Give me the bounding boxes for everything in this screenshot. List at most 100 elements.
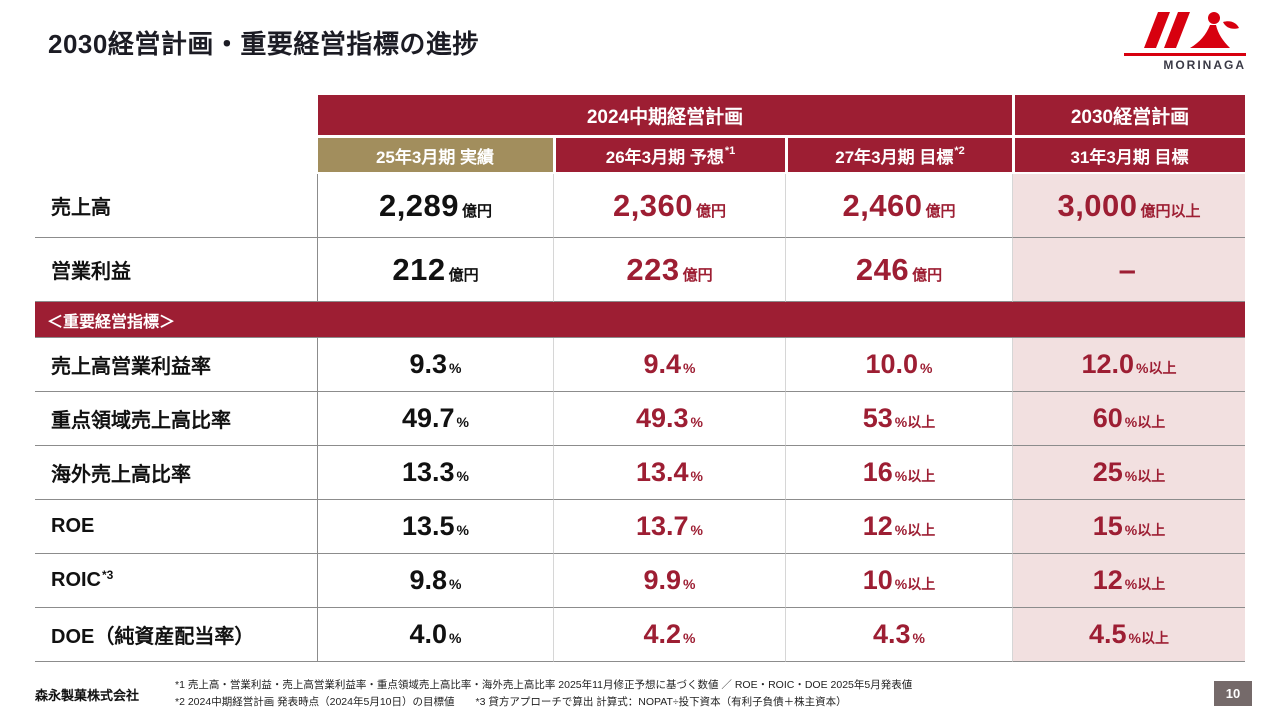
- cell-net-sales-fy31: 3,000 億円以上: [1012, 174, 1245, 238]
- unit: %: [456, 468, 469, 484]
- value: 60: [1092, 403, 1123, 433]
- group-header-2030-plan: 2030経営計画: [1012, 95, 1245, 135]
- cell-overseas-ratio-fy31: 25 %以上: [1012, 446, 1245, 500]
- page-number: 10: [1214, 681, 1252, 706]
- cell-roic-fy25: 9.8%: [318, 554, 553, 608]
- kpi-table: 2024中期経営計画 2030経営計画 25年3月期 実績 26年3月期 予想 *…: [35, 95, 1245, 662]
- value: 12: [1092, 565, 1123, 595]
- unit: %: [449, 360, 462, 376]
- row-label-roic: ROIC *3: [35, 554, 318, 608]
- value: 12.0: [1081, 349, 1135, 379]
- column-header-label: 27年3月期 目標: [835, 147, 954, 167]
- cell-overseas-ratio-fy25: 13.3%: [318, 446, 553, 500]
- unit: %以上: [894, 468, 936, 484]
- unit: 億円: [925, 202, 956, 220]
- value: 9.8: [409, 565, 448, 595]
- unit: %以上: [894, 522, 936, 538]
- unit: %以上: [894, 576, 936, 592]
- unit: %以上: [1128, 630, 1169, 646]
- cell-operating-profit-fy26: 223 億円: [553, 238, 785, 302]
- row-label-overseas-sales-ratio: 海外売上高比率: [35, 446, 318, 500]
- row-label-footref: *3: [102, 567, 114, 582]
- morinaga-logo: MORINAGA: [1096, 8, 1246, 72]
- footnote-line-2: *2 2024中期経営計画 発表時点（2024年5月10日）の目標値 *3 貸方…: [175, 695, 847, 708]
- value: –: [1118, 251, 1137, 287]
- cell-doe-fy27: 4.3%: [785, 608, 1012, 662]
- column-header-label: 31年3月期 目標: [1070, 147, 1189, 167]
- cell-overseas-ratio-fy26: 13.4%: [553, 446, 785, 500]
- value: 49.3: [635, 403, 689, 433]
- value: 4.2: [643, 619, 682, 649]
- unit: %: [683, 630, 696, 646]
- cell-focus-ratio-fy26: 49.3%: [553, 392, 785, 446]
- unit: 億円以上: [1140, 202, 1201, 220]
- logo-wordmark: MORINAGA: [1163, 58, 1246, 72]
- value: 16: [862, 457, 893, 487]
- column-header-fy25-actual: 25年3月期 実績: [318, 138, 553, 172]
- row-label-text: ROIC: [51, 569, 101, 591]
- footnote-line-1: *1 売上高・営業利益・売上高営業利益率・重点領域売上高比率・海外売上高比率 2…: [175, 679, 913, 692]
- value: 246: [855, 251, 910, 287]
- value: 2,460: [842, 187, 923, 223]
- value: 15: [1092, 511, 1123, 541]
- unit: 億円: [912, 266, 943, 284]
- cell-roe-fy31: 15 %以上: [1012, 500, 1245, 554]
- unit: %: [449, 630, 462, 646]
- row-label-doe: DOE（純資産配当率）: [35, 608, 318, 662]
- cell-op-margin-fy27: 10.0%: [785, 338, 1012, 392]
- cell-doe-fy31: 4.5 %以上: [1012, 608, 1245, 662]
- cell-roe-fy26: 13.7%: [553, 500, 785, 554]
- cell-op-margin-fy25: 9.3%: [318, 338, 553, 392]
- value: 25: [1092, 457, 1123, 487]
- unit: %: [912, 630, 925, 646]
- column-header-fy26-forecast: 26年3月期 予想 *1: [553, 138, 785, 172]
- column-header-fy31-target: 31年3月期 目標: [1012, 138, 1245, 172]
- row-label-net-sales: 売上高: [35, 174, 318, 238]
- value: 13.3: [401, 457, 455, 487]
- cell-roe-fy25: 13.5%: [318, 500, 553, 554]
- value: 9.3: [409, 349, 448, 379]
- value: 212: [392, 251, 446, 287]
- cell-roic-fy31: 12 %以上: [1012, 554, 1245, 608]
- angel-logo-icon: [1144, 12, 1239, 48]
- value: 2,360: [612, 187, 694, 223]
- value: 49.7: [401, 403, 455, 433]
- unit: 億円: [448, 266, 479, 284]
- row-label-operating-profit: 営業利益: [35, 238, 318, 302]
- unit: %: [456, 522, 469, 538]
- cell-overseas-ratio-fy27: 16 %以上: [785, 446, 1012, 500]
- cell-op-margin-fy26: 9.4%: [553, 338, 785, 392]
- cell-op-margin-fy31: 12.0 %以上: [1012, 338, 1245, 392]
- cell-focus-ratio-fy25: 49.7%: [318, 392, 553, 446]
- column-header-footref: *2: [954, 145, 965, 157]
- unit: 億円: [696, 202, 727, 220]
- value: 3,000: [1057, 187, 1138, 223]
- unit: %以上: [1124, 576, 1166, 592]
- cell-roic-fy27: 10 %以上: [785, 554, 1012, 608]
- logo-underline: [1124, 53, 1246, 56]
- value: 4.0: [409, 619, 448, 649]
- unit: %以上: [1136, 360, 1177, 376]
- unit: 億円: [682, 266, 713, 284]
- row-label-roe: ROE: [35, 500, 318, 554]
- value: 4.5: [1089, 619, 1127, 649]
- value: 10: [862, 565, 893, 595]
- column-header-row: 25年3月期 実績 26年3月期 予想 *1 27年3月期 目標 *2 31年3月期…: [35, 138, 1245, 172]
- value: 13.5: [401, 511, 455, 541]
- page-title: 2030経営計画・重要経営指標の進捗: [48, 29, 479, 59]
- footnotes: *1 売上高・営業利益・売上高営業利益率・重点領域売上高比率・海外売上高比率 2…: [175, 677, 912, 710]
- cell-operating-profit-fy27: 246 億円: [785, 238, 1012, 302]
- unit: %: [683, 576, 696, 592]
- value: 223: [626, 251, 680, 287]
- value: 13.4: [635, 457, 689, 487]
- cell-operating-profit-fy31: –: [1012, 238, 1245, 302]
- cell-focus-ratio-fy31: 60 %以上: [1012, 392, 1245, 446]
- column-header-label: 26年3月期 予想: [605, 147, 724, 167]
- value: 4.3: [873, 619, 911, 649]
- unit: %以上: [894, 414, 936, 430]
- unit: %以上: [1124, 522, 1166, 538]
- cell-doe-fy26: 4.2%: [553, 608, 785, 662]
- cell-operating-profit-fy25: 212 億円: [318, 238, 553, 302]
- cell-net-sales-fy26: 2,360 億円: [553, 174, 785, 238]
